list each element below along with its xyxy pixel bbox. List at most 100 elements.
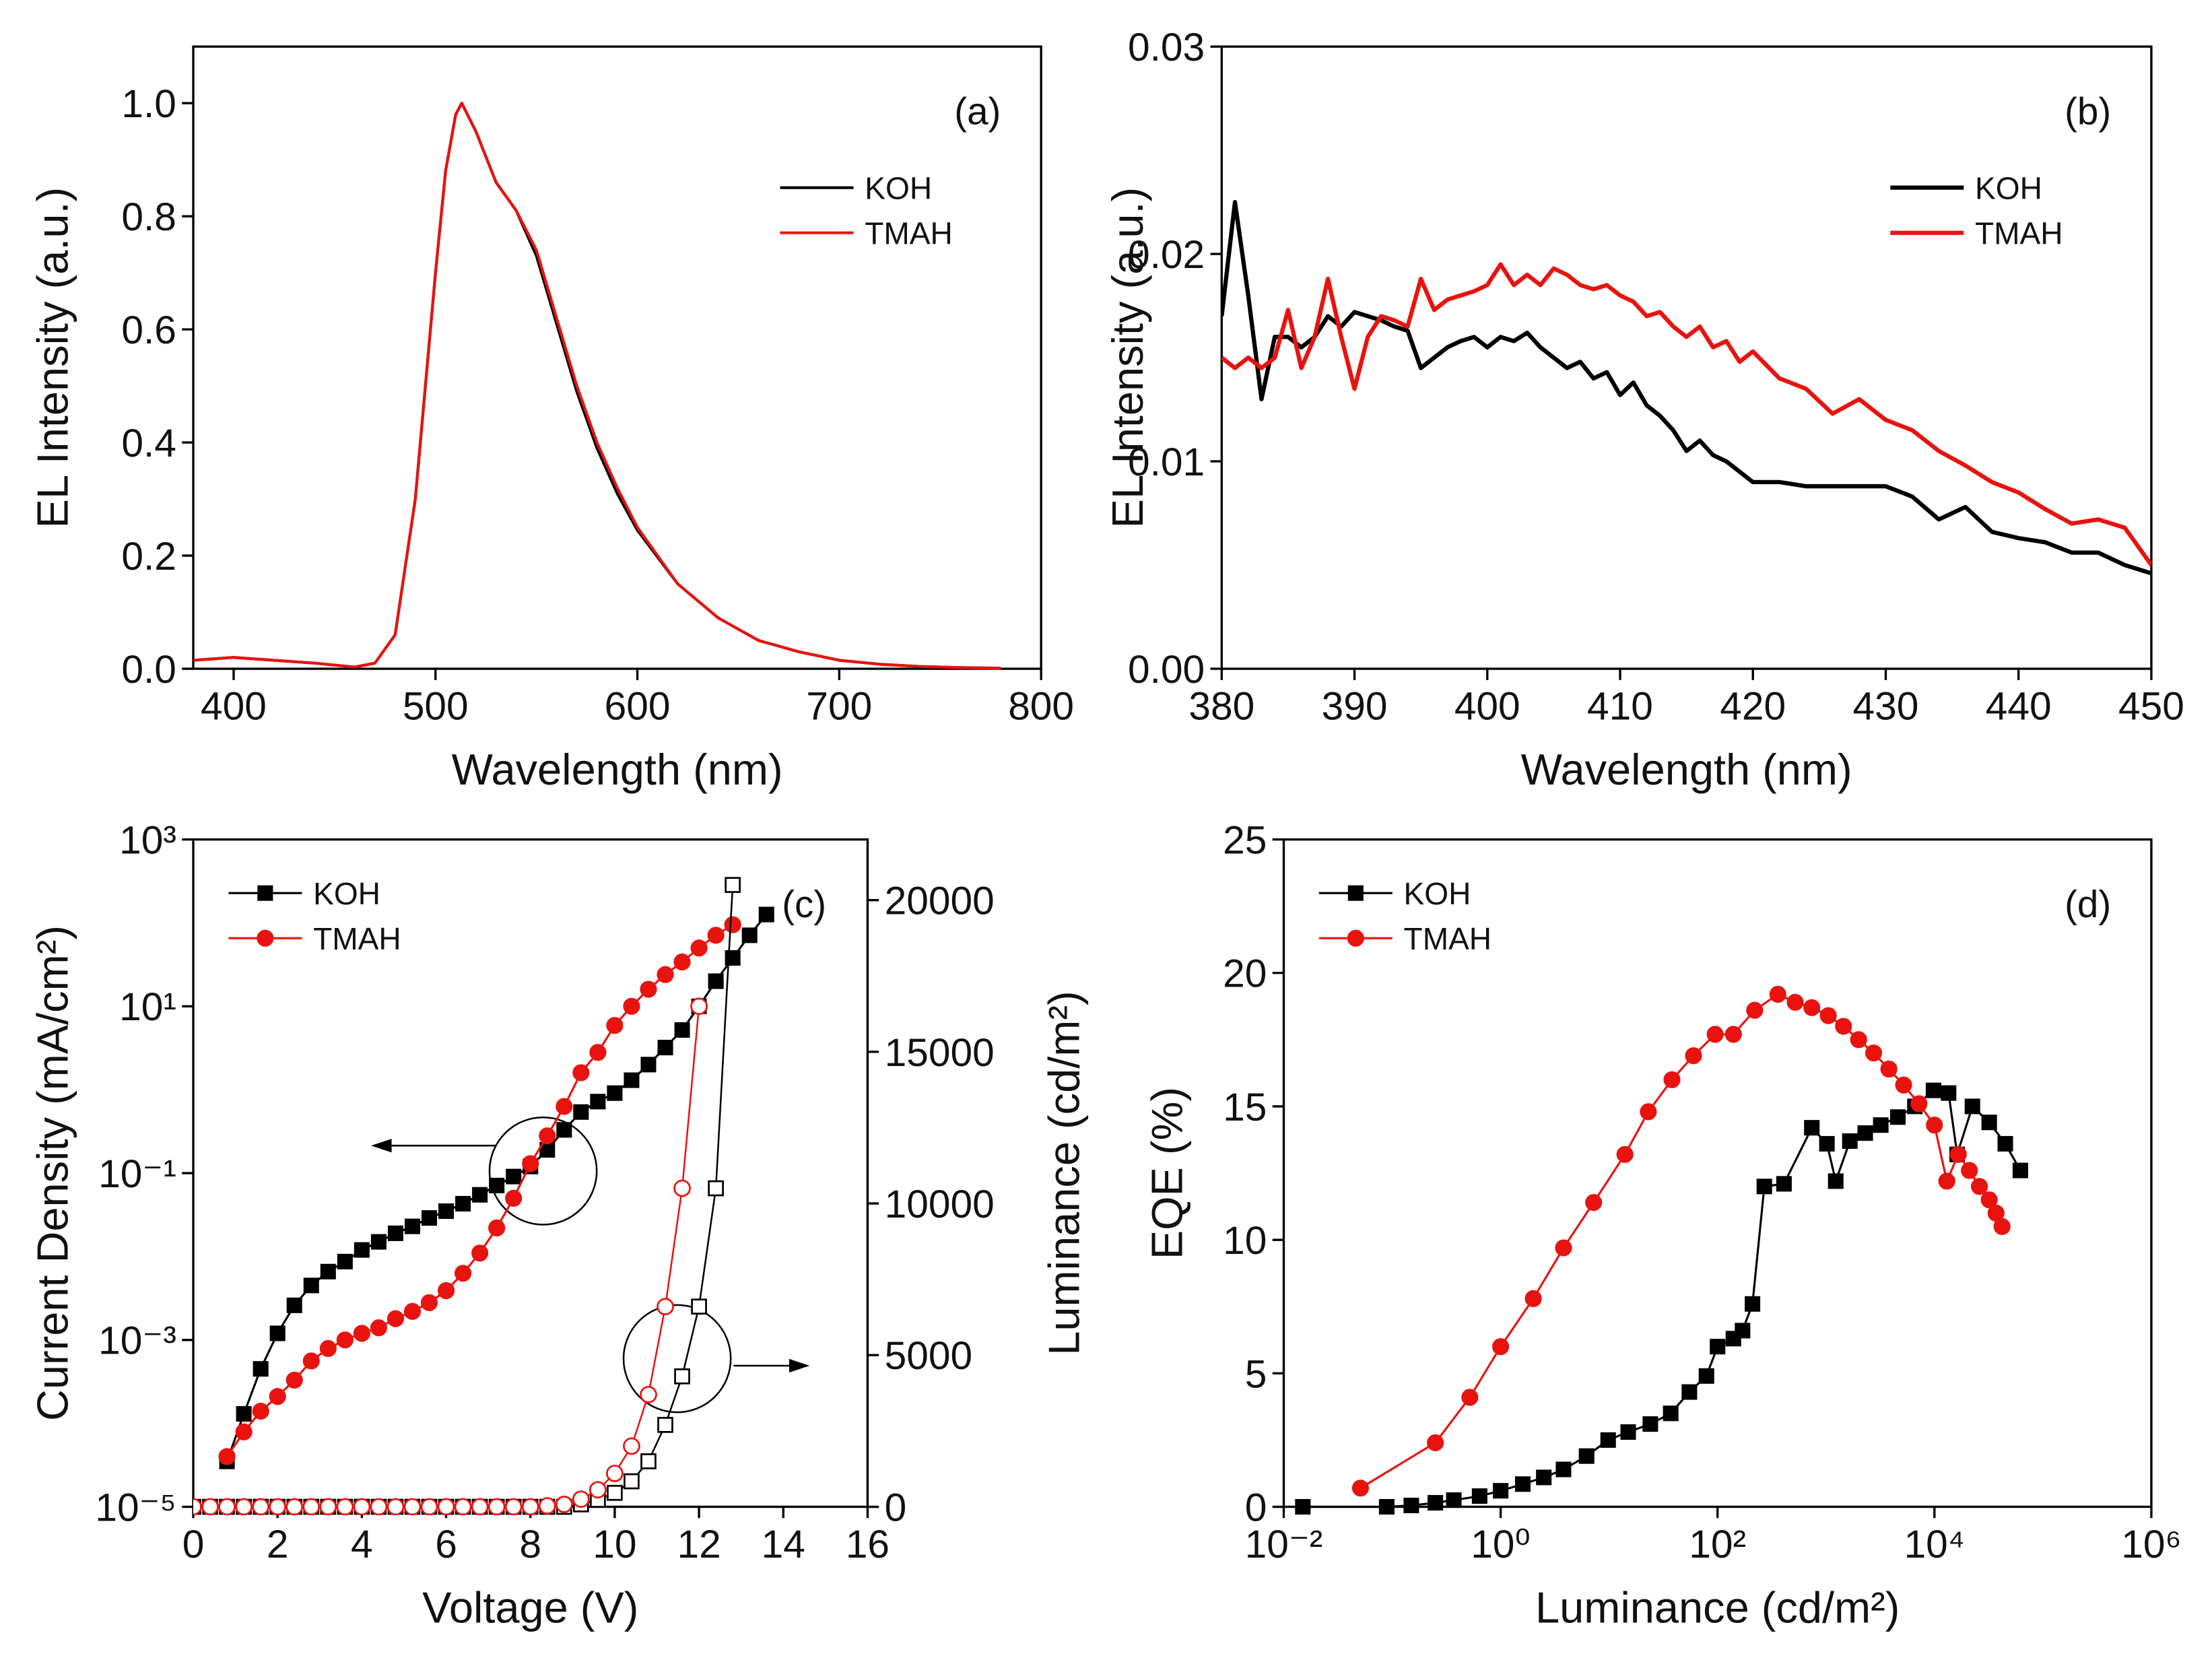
legend-entry: TMAH	[780, 215, 953, 251]
marker	[674, 1368, 690, 1385]
marker	[657, 1040, 673, 1056]
y2-axis-title: Luminance (cd/m²)	[1040, 991, 1089, 1355]
marker	[1555, 1239, 1572, 1257]
marker	[193, 1498, 202, 1516]
series-line	[193, 1006, 700, 1508]
marker	[1835, 1018, 1852, 1035]
marker	[488, 1219, 506, 1237]
marker	[708, 973, 724, 989]
marker	[1857, 1125, 1873, 1141]
y-tick-label: 1.0	[121, 82, 176, 126]
marker	[1745, 1296, 1761, 1312]
y-tick-label: 15	[1223, 1086, 1267, 1129]
y-tick-label: 0.01	[1128, 440, 1205, 484]
marker	[455, 1265, 472, 1282]
marker	[269, 1388, 286, 1405]
marker	[420, 1498, 438, 1516]
marker	[1536, 1469, 1552, 1486]
legend-label: KOH	[1404, 876, 1471, 911]
marker	[336, 1498, 354, 1516]
x-tick-label: 600	[605, 684, 671, 728]
marker	[589, 1481, 607, 1499]
marker	[640, 1453, 657, 1469]
marker	[1493, 1483, 1509, 1499]
y2-tick-label: 5000	[885, 1334, 972, 1378]
marker	[252, 1498, 270, 1516]
marker	[437, 1282, 455, 1300]
marker	[1850, 1031, 1867, 1049]
marker	[1769, 985, 1786, 1003]
series-line	[193, 885, 734, 1508]
marker	[521, 1498, 539, 1516]
marker	[387, 1225, 403, 1241]
legend-label: TMAH	[1404, 921, 1492, 956]
marker	[1997, 1135, 2013, 1152]
x-tick-label: 10	[593, 1523, 636, 1566]
marker	[1351, 1480, 1370, 1497]
series	[1221, 199, 2151, 576]
marker	[1949, 1145, 1967, 1163]
marker	[1993, 1218, 2011, 1235]
marker	[488, 1498, 506, 1516]
marker	[1971, 1178, 1988, 1195]
marker	[303, 1277, 319, 1294]
marker	[1873, 1117, 1889, 1133]
marker	[1735, 1323, 1751, 1339]
marker	[607, 1484, 623, 1501]
marker	[1403, 1498, 1419, 1514]
series	[218, 916, 741, 1465]
marker	[354, 1242, 370, 1258]
x-tick-label: 14	[762, 1523, 805, 1566]
plot-frame	[192, 45, 1042, 670]
marker	[506, 1168, 522, 1185]
y-tick-label: 5	[1245, 1352, 1267, 1396]
marker	[1706, 1026, 1724, 1043]
legend-entry: TMAH	[1890, 215, 2063, 251]
marker	[758, 906, 774, 923]
marker	[589, 1044, 607, 1061]
y-tick-label: 10¹	[119, 985, 176, 1029]
marker	[471, 1244, 489, 1262]
marker	[691, 1298, 707, 1315]
marker	[1803, 999, 1821, 1016]
marker	[387, 1498, 405, 1516]
marker	[489, 1177, 505, 1193]
y-tick-label: 10	[1223, 1219, 1267, 1263]
marker	[741, 927, 758, 943]
marker	[437, 1498, 455, 1516]
callout-circle	[488, 1117, 598, 1226]
marker	[1427, 1434, 1444, 1451]
marker	[1446, 1492, 1462, 1508]
legend-label: TMAH	[1975, 215, 2063, 251]
marker	[235, 1498, 253, 1516]
marker	[2012, 1162, 2028, 1178]
y-axis-title: EL Intensity (a.u.)	[1103, 187, 1152, 529]
y-tick-label: 10⁻¹	[98, 1152, 176, 1196]
x-tick-label: 8	[519, 1523, 541, 1566]
marker	[590, 1094, 606, 1110]
marker	[572, 1490, 590, 1508]
marker	[1842, 1133, 1858, 1150]
x-tick-label: 700	[806, 684, 872, 728]
marker	[1828, 1173, 1844, 1189]
marker	[673, 953, 691, 971]
marker	[218, 1498, 236, 1516]
legend-entry: KOH	[1318, 876, 1471, 911]
marker	[724, 916, 741, 933]
panel-c-annotations	[371, 1117, 810, 1414]
marker	[235, 1423, 253, 1440]
marker	[690, 997, 708, 1016]
x-tick-label: 16	[846, 1523, 890, 1566]
y-tick-label: 0.6	[121, 308, 176, 352]
marker	[1895, 1076, 1912, 1094]
legend-label: KOH	[1975, 170, 2042, 205]
y-axis-title: Current Density (mA/cm²)	[28, 925, 77, 1421]
x-tick-label: 2	[267, 1523, 289, 1566]
marker	[623, 1437, 640, 1455]
marker	[455, 1195, 471, 1211]
y-tick-label: 0.02	[1128, 233, 1205, 277]
panel: 400 500 600 700 800 0.0 0.2 0.4 0.6 0.8 1.0 Wavelen…	[28, 45, 1074, 794]
marker	[1663, 1071, 1681, 1088]
x-tick-label: 10⁰	[1471, 1523, 1531, 1566]
marker	[257, 929, 274, 947]
